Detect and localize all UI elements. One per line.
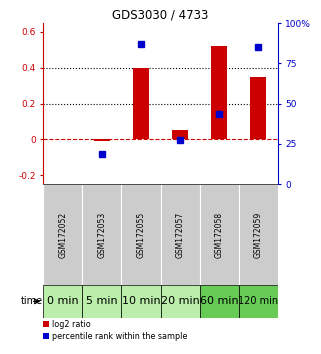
Bar [82,285,121,318]
Bar [200,184,239,285]
Text: GSM172052: GSM172052 [58,212,67,258]
Bar [200,285,239,318]
Text: 120 min: 120 min [238,296,278,306]
Bar [43,285,82,318]
Text: GSM172057: GSM172057 [176,211,185,258]
Text: GSM172059: GSM172059 [254,211,263,258]
Text: 5 min: 5 min [86,296,118,306]
Bar [121,285,160,318]
Bar [239,285,278,318]
Text: 10 min: 10 min [122,296,160,306]
Bar [82,184,121,285]
Bar [160,285,200,318]
Text: 60 min: 60 min [200,296,239,306]
Text: 20 min: 20 min [160,296,199,306]
Bar [133,68,149,139]
Bar [121,184,160,285]
Text: GSM172055: GSM172055 [136,211,145,258]
Bar [94,139,110,141]
Bar [43,184,82,285]
Text: GSM172058: GSM172058 [214,212,224,258]
Legend: log2 ratio, percentile rank within the sample: log2 ratio, percentile rank within the s… [43,320,188,341]
Bar [211,46,227,139]
Bar [250,77,266,139]
Title: GDS3030 / 4733: GDS3030 / 4733 [112,9,209,22]
Text: GSM172053: GSM172053 [97,211,107,258]
Bar [160,184,200,285]
Bar [239,184,278,285]
Text: 0 min: 0 min [47,296,79,306]
Bar [172,131,188,139]
Text: time: time [21,296,43,306]
